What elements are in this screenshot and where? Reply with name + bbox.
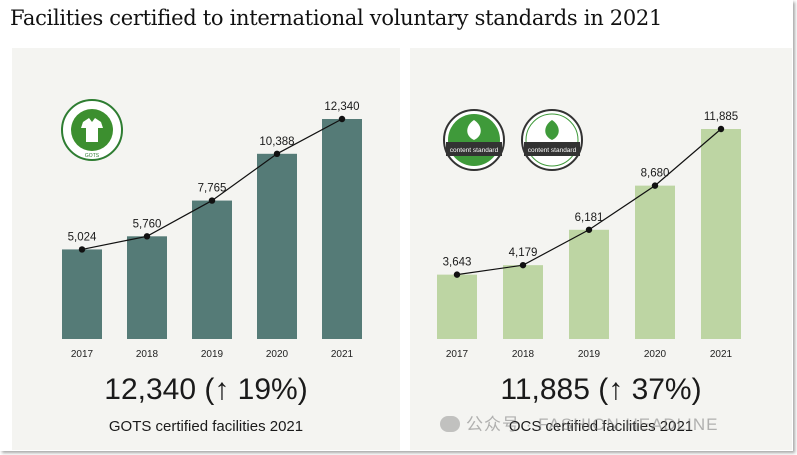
gots-x-tick-label: 2017 bbox=[71, 349, 94, 360]
shirt-tree-icon bbox=[81, 118, 103, 142]
gots-data-label: 10,388 bbox=[259, 136, 294, 148]
gots-logo-bottom-text: GOTS bbox=[85, 153, 100, 159]
ocs-100-logo-band-text: content standard bbox=[450, 147, 499, 154]
figure-title: Facilities certified to international vo… bbox=[10, 6, 663, 30]
ocs-100-logo: content standard bbox=[443, 109, 505, 171]
ocs-headline: 11,885 (↑ 37%) bbox=[500, 373, 702, 406]
ocs-x-tick-label: 2021 bbox=[710, 349, 733, 360]
gots-data-label: 12,340 bbox=[324, 101, 359, 113]
ocs-bar bbox=[503, 265, 543, 339]
ocs-blended-logo: content standard bbox=[521, 109, 583, 171]
gots-x-tick-label: 2021 bbox=[331, 349, 354, 360]
gots-data-label: 5,024 bbox=[68, 231, 97, 243]
watermark-text: 公众号 · FASHION HEADLINE bbox=[466, 415, 719, 434]
ocs-point bbox=[585, 226, 593, 233]
ocs-x-tick-label: 2018 bbox=[512, 349, 535, 360]
ocs-data-label: 11,885 bbox=[704, 111, 738, 123]
ocs-point bbox=[651, 182, 659, 189]
ocs-data-label: 6,181 bbox=[575, 212, 604, 224]
ocs-point bbox=[519, 261, 527, 269]
gots-data-label: 5,760 bbox=[133, 218, 162, 230]
gots-data-label: 7,765 bbox=[198, 183, 227, 195]
leaf-icon bbox=[467, 120, 481, 140]
watermark: 公众号 · FASHION HEADLINE bbox=[440, 410, 718, 435]
ocs-caption: OCS certified facilities 2021 bbox=[508, 418, 694, 435]
ocs-data-label: 3,643 bbox=[443, 257, 472, 269]
ocs-bar bbox=[635, 185, 675, 339]
ocs-panel: content standard content standard 2017 20… bbox=[410, 48, 792, 450]
gots-chart: GOTS 2017 2018 2019 2020 2021 5,024 5,760 7,765… bbox=[61, 99, 362, 360]
ocs-chart: content standard content standard 2017 20… bbox=[437, 109, 741, 360]
ocs-data-label: 8,680 bbox=[641, 168, 670, 180]
gots-panel: GOTS 2017 2018 2019 2020 2021 5,024 5,760 7,765… bbox=[12, 48, 400, 450]
ocs-x-tick-label: 2017 bbox=[446, 349, 469, 360]
ocs-blended-logo-band-text: content standard bbox=[528, 147, 577, 154]
gots-headline: 12,340 (↑ 19%) bbox=[104, 373, 308, 406]
ocs-100-logo-band bbox=[446, 142, 502, 156]
ocs-point bbox=[717, 125, 725, 133]
gots-x-tick-label: 2020 bbox=[266, 349, 289, 360]
gots-bar bbox=[192, 200, 232, 339]
gots-bar bbox=[127, 236, 167, 339]
gots-point bbox=[78, 246, 86, 253]
gots-caption: GOTS certified facilities 2021 bbox=[108, 418, 304, 435]
gots-logo: GOTS bbox=[61, 99, 123, 161]
gots-x-tick-label: 2019 bbox=[201, 349, 224, 360]
ocs-bar bbox=[701, 129, 741, 339]
gots-bar bbox=[257, 153, 297, 339]
ocs-bar bbox=[437, 274, 477, 339]
gots-point bbox=[208, 197, 216, 204]
ocs-point bbox=[453, 271, 461, 278]
ocs-x-tick-label: 2020 bbox=[644, 349, 667, 360]
gots-point bbox=[143, 233, 151, 240]
ocs-x-tick-label: 2019 bbox=[578, 349, 601, 360]
ocs-data-label: 4,179 bbox=[509, 247, 538, 259]
gots-point bbox=[273, 150, 281, 158]
gots-bar bbox=[322, 119, 362, 339]
ocs-blended-logo-band bbox=[524, 142, 580, 156]
gots-point bbox=[338, 115, 346, 123]
wechat-icon bbox=[440, 416, 460, 432]
ocs-bar bbox=[569, 229, 609, 339]
gots-bar bbox=[62, 249, 102, 339]
gots-x-tick-label: 2018 bbox=[136, 349, 159, 360]
leaf-icon bbox=[545, 120, 559, 140]
